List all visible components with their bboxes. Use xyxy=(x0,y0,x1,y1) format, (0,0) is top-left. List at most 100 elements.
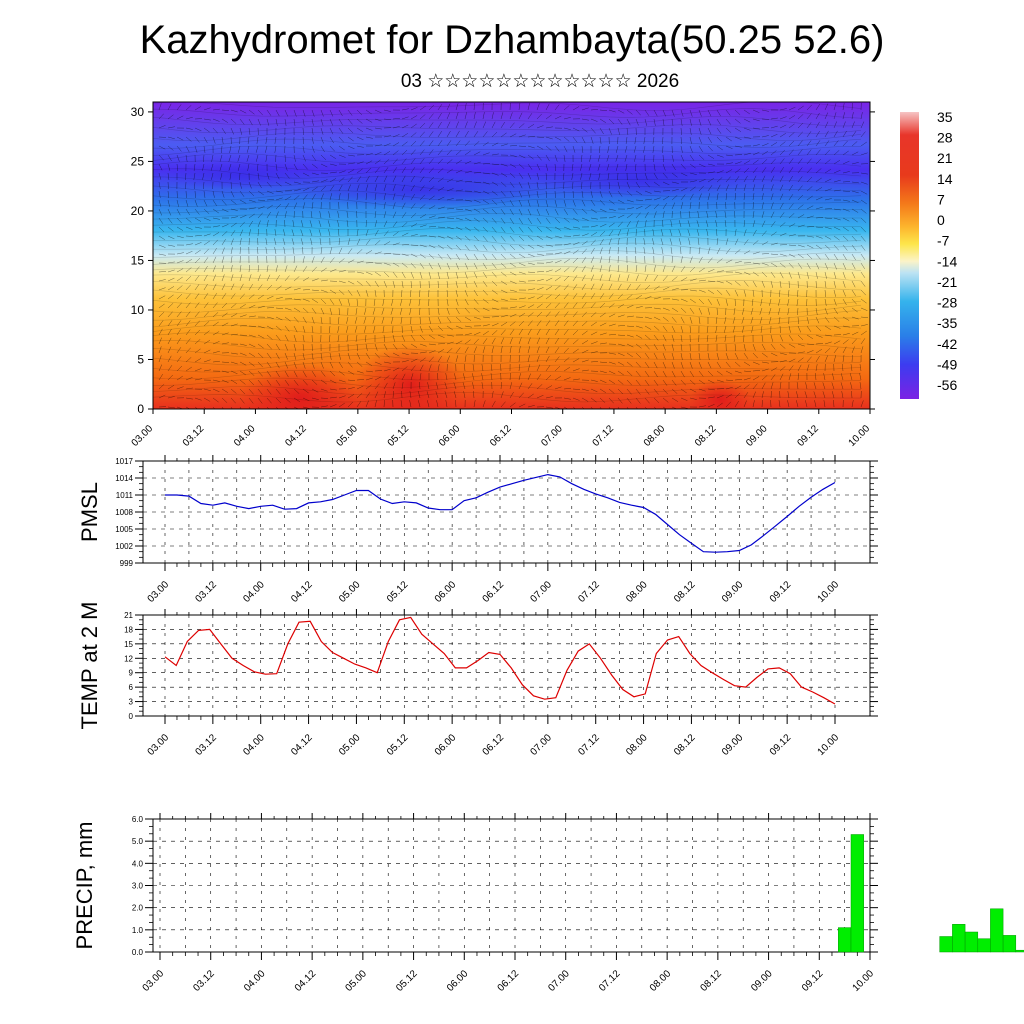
x-tick-label: 04.12 xyxy=(289,579,315,605)
x-tick-label: 07.12 xyxy=(576,579,602,605)
x-tick-label: 09.00 xyxy=(749,968,775,994)
x-tick-label: 10.00 xyxy=(816,732,842,758)
y-tick-label: 1014 xyxy=(115,474,133,483)
x-tick-label: 09.12 xyxy=(768,732,794,758)
colorbar-label: 21 xyxy=(937,150,953,166)
x-tick-label: 07.12 xyxy=(591,423,617,449)
y-tick-label: 10 xyxy=(131,303,145,317)
x-tick-label: 08.00 xyxy=(642,423,668,449)
y-tick-label: 5.0 xyxy=(132,837,144,846)
colorbar-label: -7 xyxy=(937,233,950,249)
x-tick-label: 08.00 xyxy=(624,579,650,605)
panel-frame xyxy=(152,818,871,953)
warm-core-0 xyxy=(240,363,360,409)
precip-bar xyxy=(1002,935,1017,953)
x-tick-label: 07.00 xyxy=(529,732,555,758)
precip-bar xyxy=(990,908,1004,953)
x-tick-label: 03.00 xyxy=(130,423,156,449)
y-tick-label: 15 xyxy=(131,253,145,267)
colorbar-label: -35 xyxy=(937,315,957,331)
colorbar-label: -56 xyxy=(937,377,957,393)
y-tick-label: 9 xyxy=(129,669,134,678)
x-tick-label: 04.00 xyxy=(241,732,267,758)
x-tick-label: 07.00 xyxy=(546,968,572,994)
x-tick-label: 05.00 xyxy=(337,579,363,605)
x-tick-label: 08.00 xyxy=(648,968,674,994)
x-tick-label: 10.00 xyxy=(816,579,842,605)
y-tick-label: 21 xyxy=(124,611,133,620)
x-tick-label: 03.00 xyxy=(141,968,167,994)
x-tick-label: 03.12 xyxy=(194,579,220,605)
x-tick-label: 08.12 xyxy=(672,579,698,605)
x-tick-label: 03.12 xyxy=(194,732,220,758)
y-axis-title: PRECIP, mm xyxy=(72,822,97,950)
x-tick-label: 10.00 xyxy=(847,423,873,449)
x-tick-label: 05.12 xyxy=(386,423,412,449)
y-axis-title: PMSL xyxy=(77,482,102,542)
y-tick-label: 6.0 xyxy=(132,815,144,824)
precip-bar xyxy=(838,927,852,953)
colorbar-label: 35 xyxy=(937,109,953,125)
x-tick-label: 06.12 xyxy=(488,423,514,449)
y-tick-label: 20 xyxy=(131,204,145,218)
y-tick-label: 15 xyxy=(124,640,133,649)
y-tick-label: 1017 xyxy=(115,457,133,466)
y-tick-label: 25 xyxy=(131,154,145,168)
x-tick-label: 09.00 xyxy=(720,579,746,605)
wind-barbs xyxy=(158,102,869,409)
y-tick-label: 5 xyxy=(137,352,144,366)
x-tick-label: 04.00 xyxy=(232,423,258,449)
precip-bar xyxy=(952,924,966,953)
y-tick-label: 1002 xyxy=(115,542,133,551)
x-tick-label: 07.12 xyxy=(576,732,602,758)
x-tick-label: 06.12 xyxy=(481,732,507,758)
colorbar-label: -14 xyxy=(937,253,957,269)
x-tick-label: 06.12 xyxy=(496,968,522,994)
x-tick-label: 06.00 xyxy=(433,732,459,758)
cold-core-0 xyxy=(290,172,550,208)
warm-core-2 xyxy=(690,380,750,409)
y-tick-label: 4.0 xyxy=(132,859,144,868)
x-tick-label: 05.00 xyxy=(344,968,370,994)
y-tick-label: 0 xyxy=(129,712,134,721)
x-tick-label: 08.12 xyxy=(699,968,725,994)
y-tick-label: 1.0 xyxy=(132,926,144,935)
x-tick-label: 10.00 xyxy=(851,968,877,994)
x-tick-label: 08.12 xyxy=(672,732,698,758)
y-tick-label: 1005 xyxy=(115,525,133,534)
x-tick-label: 06.12 xyxy=(481,579,507,605)
pmsl-line xyxy=(165,473,836,553)
precip-bar xyxy=(977,938,991,953)
x-tick-label: 08.12 xyxy=(693,423,719,449)
x-tick-label: 03.00 xyxy=(146,579,172,605)
y-tick-label: 2.0 xyxy=(132,904,144,913)
x-tick-label: 04.00 xyxy=(242,968,268,994)
x-tick-label: 09.00 xyxy=(744,423,770,449)
colorbar-label: 7 xyxy=(937,191,945,207)
temp-line xyxy=(164,616,836,705)
y-tick-label: 6 xyxy=(129,683,134,692)
x-tick-label: 03.12 xyxy=(181,423,207,449)
x-tick-label: 09.00 xyxy=(720,732,746,758)
x-tick-label: 04.12 xyxy=(283,423,309,449)
x-tick-label: 07.12 xyxy=(597,968,623,994)
x-tick-label: 05.12 xyxy=(385,579,411,605)
x-tick-label: 06.00 xyxy=(445,968,471,994)
y-tick-label: 12 xyxy=(124,654,133,663)
colorbar-label: -42 xyxy=(937,336,957,352)
x-tick-label: 04.00 xyxy=(241,579,267,605)
x-tick-label: 03.12 xyxy=(191,968,217,994)
colorbar-label: 0 xyxy=(937,212,945,228)
precip-bar xyxy=(939,936,953,953)
y-tick-label: 0 xyxy=(137,402,144,416)
heatmap-features xyxy=(153,102,869,409)
x-tick-label: 05.00 xyxy=(335,423,361,449)
warm-core-1 xyxy=(355,345,465,409)
precip-bar xyxy=(1015,949,1024,953)
colorbar-label: -49 xyxy=(937,356,957,372)
x-tick-label: 07.00 xyxy=(539,423,565,449)
colorbar-label: 14 xyxy=(937,171,953,187)
y-tick-label: 1011 xyxy=(116,491,134,500)
cold-core-1 xyxy=(530,162,750,198)
y-tick-label: 999 xyxy=(120,559,134,568)
